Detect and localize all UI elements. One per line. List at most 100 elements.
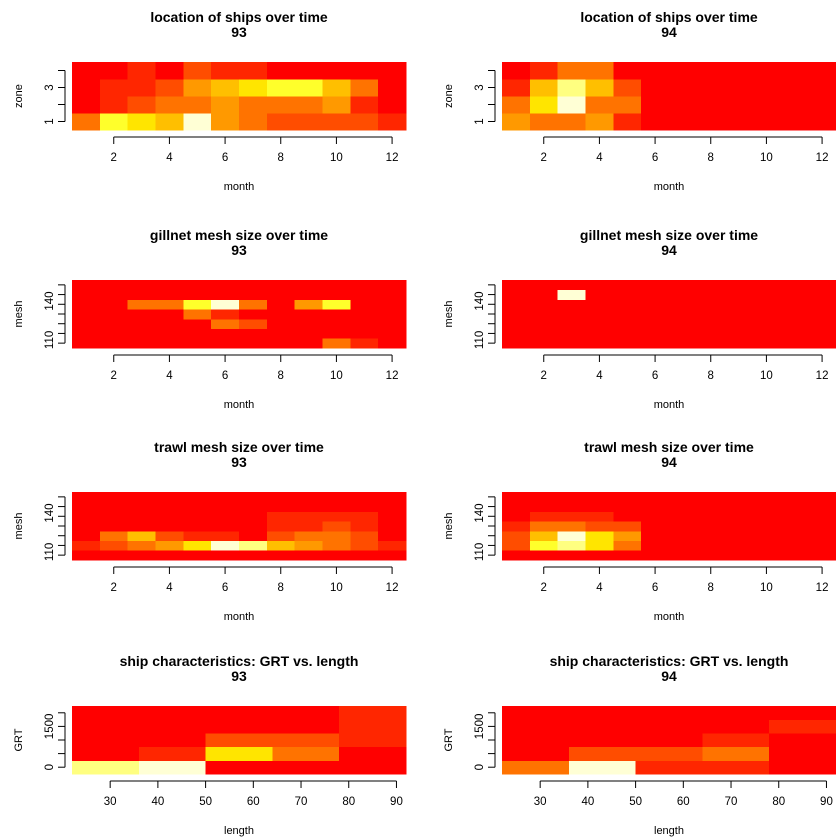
y-axis-label: zone xyxy=(13,84,25,108)
heatmap-cell xyxy=(502,79,531,97)
heatmap-cell xyxy=(294,62,323,80)
heatmap-cell xyxy=(752,113,781,131)
x-tick-label: 80 xyxy=(772,796,785,808)
heatmap-cell xyxy=(266,280,296,291)
heatmap-cell xyxy=(138,719,206,734)
panel-title: location of ships over time xyxy=(580,9,758,25)
y-tick-label: 140 xyxy=(474,503,486,522)
x-tick-label: 80 xyxy=(342,796,355,808)
heatmap-cell xyxy=(613,540,642,551)
heatmap-cell xyxy=(127,62,156,80)
heatmap-cell xyxy=(138,733,206,748)
heatmap-cell xyxy=(211,540,240,551)
heatmap-cell xyxy=(239,521,268,532)
heatmap-cell xyxy=(641,550,670,561)
heatmap-cell xyxy=(780,540,809,551)
heatmap-cell xyxy=(696,113,726,131)
panel-title: ship characteristics: GRT vs. length xyxy=(120,653,359,669)
heatmap-cell xyxy=(378,511,407,522)
heatmap-cell xyxy=(641,113,670,131)
heatmap-cell xyxy=(72,521,101,532)
heatmap-cell xyxy=(378,79,407,97)
heatmap-cell xyxy=(155,492,184,503)
y-tick-label: 140 xyxy=(44,503,56,522)
heatmap-cell xyxy=(322,550,351,561)
heatmap-cell xyxy=(529,96,559,114)
heatmap-cell xyxy=(557,113,586,131)
heatmap-cell xyxy=(266,318,296,329)
panel-title: ship characteristics: GRT vs. length xyxy=(550,653,789,669)
panel-title: trawl mesh size over time xyxy=(154,439,324,455)
x-tick-label: 2 xyxy=(111,370,117,382)
heatmap-cell xyxy=(585,550,614,561)
heatmap-cell xyxy=(378,492,407,503)
panel-subtitle: 93 xyxy=(231,454,247,470)
heatmap-cell xyxy=(613,328,642,339)
heatmap-cell xyxy=(272,733,340,748)
heatmap-cell xyxy=(808,521,836,532)
heatmap-cell xyxy=(568,719,636,734)
heatmap-cell xyxy=(585,62,614,80)
heatmap-cell xyxy=(127,309,156,320)
heatmap-cell xyxy=(99,501,129,512)
x-tick-label: 2 xyxy=(541,582,547,594)
heatmap-cell xyxy=(808,318,836,329)
x-axis-label: length xyxy=(224,825,254,837)
heatmap-cell xyxy=(769,706,836,720)
heatmap-cell xyxy=(266,550,296,561)
heatmap-cell xyxy=(183,62,212,80)
heatmap-cell xyxy=(266,113,296,131)
heatmap-cell xyxy=(585,79,614,97)
heatmap-cell xyxy=(702,746,770,761)
heatmap-cell xyxy=(99,299,129,310)
heatmap-cell xyxy=(724,299,753,310)
x-tick-label: 90 xyxy=(820,796,833,808)
heatmap-cell xyxy=(138,746,206,761)
y-tick-label: 140 xyxy=(44,291,56,310)
heatmap-cell xyxy=(239,280,268,291)
heatmap-cell xyxy=(724,328,753,339)
heatmap-cell xyxy=(613,530,642,541)
heatmap-cell xyxy=(613,521,642,532)
panel-title: gillnet mesh size over time xyxy=(150,227,328,243)
heatmap-cell xyxy=(322,79,351,97)
heatmap-cell xyxy=(211,492,240,503)
heatmap-cell xyxy=(266,96,296,114)
heatmap-cell xyxy=(99,280,129,291)
heatmap-cell xyxy=(99,540,129,551)
heatmap-cell xyxy=(641,521,670,532)
heatmap-cell xyxy=(99,328,129,339)
heatmap-cell xyxy=(641,540,670,551)
heatmap-cell xyxy=(669,501,698,512)
heatmap-cell xyxy=(205,719,273,734)
heatmap-cell xyxy=(155,299,184,310)
heatmap-cell xyxy=(613,501,642,512)
panel-subtitle: 93 xyxy=(231,668,247,684)
y-tick-label: 3 xyxy=(44,84,56,90)
heatmap-cell xyxy=(752,96,781,114)
heatmap-cell xyxy=(350,318,379,329)
heatmap-cell xyxy=(272,719,340,734)
heatmap-cell xyxy=(808,501,836,512)
heatmap-cell xyxy=(127,550,156,561)
heatmap-cell xyxy=(350,280,379,291)
heatmap-cell xyxy=(724,113,753,131)
heatmap-cell xyxy=(239,79,268,97)
heatmap-cell xyxy=(613,550,642,561)
heatmap-cell xyxy=(183,492,212,503)
heatmap-cell xyxy=(127,299,156,310)
heatmap-cell xyxy=(378,530,407,541)
heatmap-cell xyxy=(322,530,351,541)
heatmap-cell xyxy=(205,746,273,761)
heatmap-cell xyxy=(99,62,129,80)
heatmap-cell xyxy=(613,309,642,320)
heatmap-cell xyxy=(808,540,836,551)
heatmap-cell xyxy=(669,338,698,349)
heatmap-cell xyxy=(529,550,559,561)
x-tick-label: 6 xyxy=(652,582,658,594)
heatmap-cell xyxy=(529,299,559,310)
x-tick-label: 10 xyxy=(760,370,773,382)
